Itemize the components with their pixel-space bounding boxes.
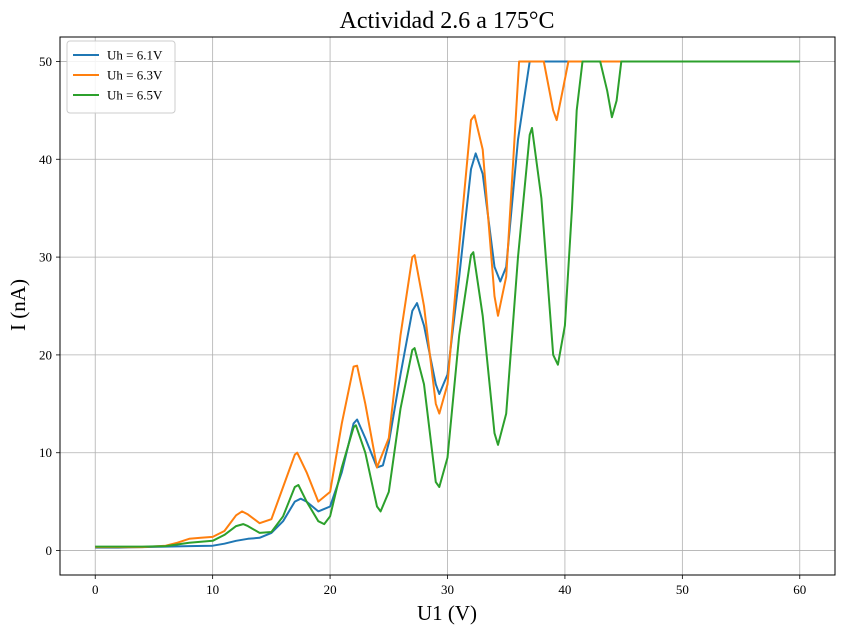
series-line-3	[95, 60, 800, 548]
axis-ticks: 0 10 20 30 40 50 60 0 10 20 30 40 50	[39, 54, 806, 597]
y-tick-label: 40	[39, 152, 52, 167]
legend-label: Uh = 6.5V	[107, 88, 163, 103]
legend-label: Uh = 6.3V	[107, 68, 163, 83]
grid	[60, 37, 835, 575]
x-tick-label: 0	[92, 582, 99, 597]
series-lines	[95, 60, 800, 549]
x-tick-label: 10	[206, 582, 219, 597]
legend-label: Uh = 6.1V	[107, 48, 163, 63]
y-tick-label: 30	[39, 250, 52, 265]
x-axis-label: U1 (V)	[417, 601, 477, 625]
x-tick-label: 40	[558, 582, 571, 597]
legend: Uh = 6.1V Uh = 6.3V Uh = 6.5V	[66, 40, 176, 114]
y-tick-label: 50	[39, 54, 52, 69]
y-tick-label: 0	[46, 543, 53, 558]
y-tick-label: 20	[39, 347, 52, 362]
x-tick-label: 20	[324, 582, 337, 597]
chart-title: Actividad 2.6 a 175°C	[340, 8, 555, 34]
x-tick-label: 50	[676, 582, 689, 597]
series-line-1	[95, 60, 800, 549]
x-tick-label: 30	[441, 582, 454, 597]
y-tick-label: 10	[39, 445, 52, 460]
y-axis-label: I (nA)	[6, 279, 30, 331]
series-line-2	[95, 60, 624, 549]
x-tick-label: 60	[793, 582, 806, 597]
